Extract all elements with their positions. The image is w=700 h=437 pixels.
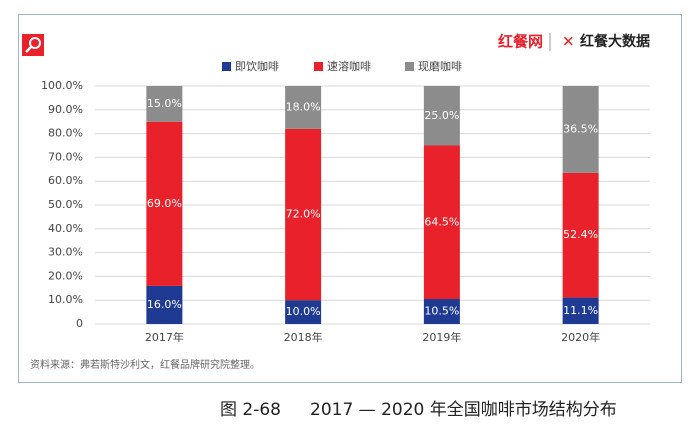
value-label: 16.0% [147,298,182,311]
bar-segment [285,128,322,301]
legend-swatch [405,62,414,71]
bar-segment [423,145,460,300]
value-label: 18.0% [286,100,321,113]
value-label: 11.1% [563,304,598,317]
value-label: 36.5% [563,122,598,135]
bar-segment [562,297,599,324]
bar-segment [146,86,183,122]
y-tick-label: 100.0% [41,79,83,92]
search-icon [22,34,44,56]
bar-segment [423,299,460,324]
bar-segment [285,300,322,324]
chart-title: 2017 — 2020 年全国咖啡市场结构分布 [310,400,617,420]
source: 资料来源：弗若斯特沙利文，红餐品牌研究院整理。 [30,358,260,371]
y-tick-label: 90.0% [48,103,83,116]
bar-segment [562,86,599,173]
value-label: 15.0% [147,97,182,110]
value-label: 10.0% [286,305,321,318]
y-tick-label: 60.0% [48,174,83,187]
y-tick-label: 20.0% [48,269,83,282]
value-label: 10.5% [424,305,459,318]
y-tick-label: 70.0% [48,150,83,163]
y-tick-label: 80.0% [48,127,83,140]
bar-segment [146,285,183,324]
logo-product-mark: ✕ [562,33,575,51]
x-tick-label: 2017年 [145,330,184,344]
x-tick-label: 2018年 [284,330,323,344]
figure-number: 图 2-68 [220,400,281,420]
value-label: 52.4% [563,228,598,241]
bar-segment [423,86,460,146]
legend-label: 现磨咖啡 [418,59,462,73]
logo-product: 红餐大数据 [580,33,650,50]
y-tick-label: 10.0% [48,293,83,306]
x-tick-label: 2019年 [422,330,461,344]
x-tick-label: 2020年 [561,330,600,344]
legend-label: 即饮咖啡 [235,59,279,73]
value-label: 64.5% [424,215,459,228]
y-tick-label: 30.0% [48,246,83,259]
bar-segment [562,172,599,298]
logo-brand: 红餐网 [498,33,543,51]
legend-label: 速溶咖啡 [327,59,371,73]
legend-swatch [314,62,323,71]
legend-swatch [222,62,231,71]
bar-segment [285,86,322,129]
value-label: 72.0% [286,208,321,221]
value-label: 25.0% [424,109,459,122]
value-label: 69.0% [147,197,182,210]
y-tick-label: 40.0% [48,222,83,235]
bar-segment [146,121,183,286]
y-tick-label: 0 [76,317,83,330]
y-tick-label: 50.0% [48,198,83,211]
